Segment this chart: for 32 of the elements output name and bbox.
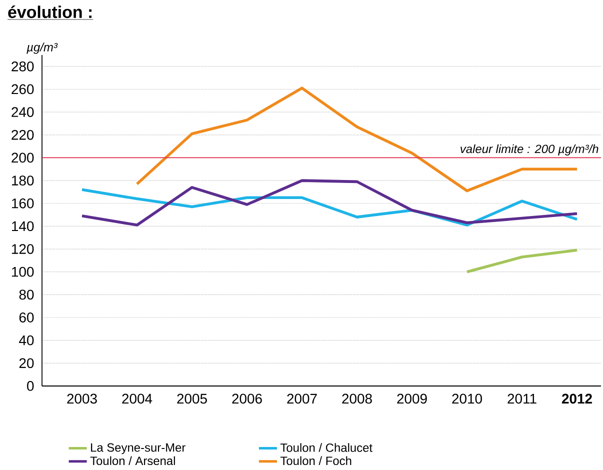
y-tick-label: 260 xyxy=(12,84,34,94)
y-tick-label: 120 xyxy=(12,244,34,254)
x-tick-label: 2007 xyxy=(287,394,317,404)
y-tick-label: 240 xyxy=(12,106,34,117)
chart-title: évolution : xyxy=(8,5,92,18)
y-tick-label: 200 xyxy=(12,152,34,162)
x-tick-label: 2011 xyxy=(508,394,536,404)
y-tick-label: 100 xyxy=(12,266,34,277)
x-tick-label: 2012 xyxy=(562,394,592,404)
legend-label: Toulon / Chalucet xyxy=(280,442,372,452)
y-tick-label: 0 xyxy=(27,380,34,391)
y-tick-label: 180 xyxy=(12,175,34,186)
x-tick-label: 2005 xyxy=(177,394,207,404)
legend-label: Toulon / Arsenal xyxy=(90,456,175,465)
y-tick-label: 40 xyxy=(19,335,34,346)
x-tick-label: 2004 xyxy=(122,394,152,404)
x-tick-label: 2003 xyxy=(67,394,97,404)
x-tick-label: 2008 xyxy=(342,394,372,404)
y-tick-label: 140 xyxy=(12,221,34,231)
x-tick-label: 2010 xyxy=(452,394,482,404)
y-tick-label: 220 xyxy=(12,130,34,140)
x-tick-label: 2006 xyxy=(232,394,262,404)
y-axis-title: µg/m³ xyxy=(26,42,58,54)
y-tick-label: 160 xyxy=(12,198,34,208)
y-tick-label: 20 xyxy=(19,358,34,368)
legend-label: La Seyne-sur-Mer xyxy=(91,443,186,454)
y-tick-label: 280 xyxy=(12,61,34,72)
legend-label: Toulon / Foch xyxy=(280,456,352,465)
y-tick-label: 80 xyxy=(19,290,34,300)
ref-line-label: valeur limite : 200 µg/m³/h xyxy=(460,144,598,156)
x-tick-label: 2009 xyxy=(397,394,427,404)
y-tick-label: 60 xyxy=(19,312,34,322)
